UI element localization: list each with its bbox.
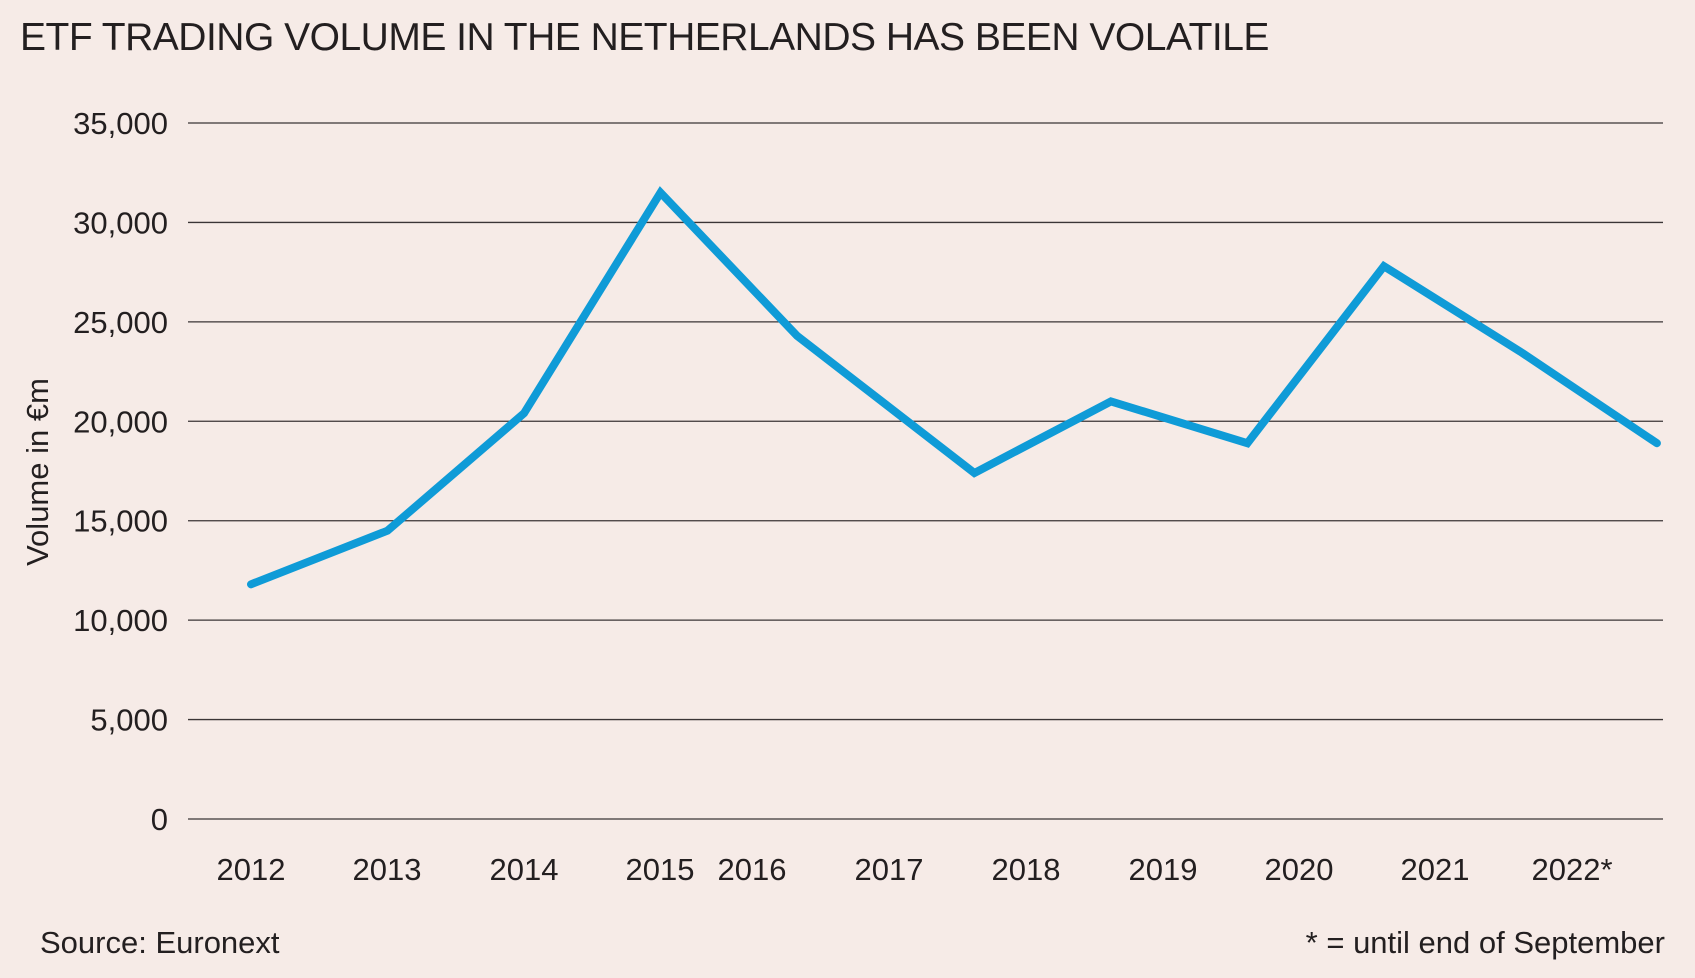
y-tick-label: 10,000 [73,603,168,638]
y-axis-label: Volume in €m [20,378,55,566]
y-tick-label: 5,000 [90,703,168,738]
y-tick-label: 25,000 [73,305,168,340]
x-tick-label: 2014 [490,852,559,887]
x-tick-label: 2013 [353,852,422,887]
x-tick-label: 2019 [1129,852,1198,887]
x-tick-label: 2015 [626,852,695,887]
y-tick-label: 20,000 [73,404,168,439]
data-point [1519,351,1521,353]
x-tick-label: 2017 [855,852,924,887]
chart-title: ETF TRADING VOLUME IN THE NETHERLANDS HA… [20,16,1269,59]
y-tick-label: 35,000 [73,106,168,141]
data-point [1656,442,1658,444]
x-tick-label: 2022* [1531,852,1612,887]
data-point [796,335,798,337]
data-point [660,192,661,194]
data-point [250,583,252,585]
y-tick-label: 0 [151,802,168,837]
data-point [523,412,525,414]
x-tick-label: 2020 [1265,852,1334,887]
x-axis-ticks: 2012 2013 2014 2015 2016 2017 2018 2019 2020 2021… [217,852,1613,887]
x-tick-label: 2016 [718,852,787,887]
y-axis-ticks: 0 5,000 10,000 15,000 20,000 25,000 30,000 35,0… [73,106,168,837]
data-point [1383,265,1385,267]
data-point [1110,400,1112,402]
y-tick-label: 15,000 [73,504,168,539]
series-line [247,186,1661,589]
x-tick-label: 2018 [992,852,1061,887]
data-point [973,472,975,474]
x-tick-label: 2012 [217,852,286,887]
data-point [1246,442,1248,444]
footnote: * = until end of September [1305,925,1665,960]
y-tick-label: 30,000 [73,205,168,240]
gridlines [188,122,1663,820]
x-tick-label: 2021 [1401,852,1470,887]
source-note: Source: Euronext [40,925,280,960]
series-lines [247,186,1661,589]
data-point [387,530,388,532]
